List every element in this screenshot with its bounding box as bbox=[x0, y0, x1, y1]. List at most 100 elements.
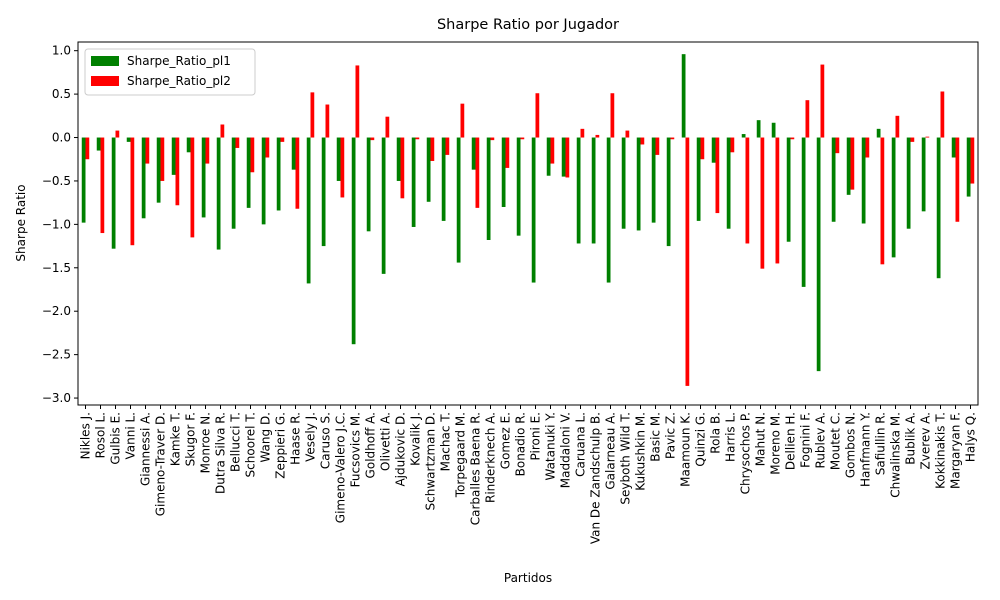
bar bbox=[520, 137, 525, 140]
x-tick-label: Dutra Silva R. bbox=[214, 412, 228, 494]
bar bbox=[790, 137, 795, 140]
bar bbox=[96, 137, 101, 151]
x-tick-label: Seyboth Wild T. bbox=[619, 412, 633, 505]
x-tick-label: Ajdukovic D. bbox=[394, 412, 408, 487]
y-tick-label: −0.5 bbox=[42, 174, 71, 188]
x-tick-label: Rola B. bbox=[709, 412, 723, 454]
bar bbox=[81, 137, 86, 223]
y-tick-label: 0.0 bbox=[52, 131, 71, 145]
bar bbox=[430, 137, 435, 161]
x-tick-label: Margaryan F. bbox=[949, 412, 963, 489]
bar bbox=[595, 134, 600, 138]
x-tick-label: Nikles J. bbox=[79, 412, 93, 459]
x-tick-label: Gulbis E. bbox=[109, 412, 123, 465]
bar bbox=[955, 137, 960, 222]
bar bbox=[546, 137, 551, 176]
x-tick-label: Rinderknech A. bbox=[484, 412, 498, 503]
bar bbox=[591, 137, 596, 244]
bar bbox=[291, 137, 296, 170]
bar bbox=[861, 137, 866, 224]
bar bbox=[351, 137, 356, 345]
bar bbox=[415, 137, 420, 140]
x-tick-label: Kovalik J. bbox=[409, 412, 423, 466]
bar bbox=[970, 137, 975, 184]
bar bbox=[235, 137, 240, 148]
bar bbox=[505, 137, 510, 168]
bar bbox=[670, 137, 675, 140]
x-tick-label: Halys Q. bbox=[964, 412, 978, 462]
bar bbox=[621, 137, 626, 229]
bar bbox=[130, 137, 135, 246]
bar bbox=[715, 137, 720, 214]
bar bbox=[456, 137, 461, 263]
bar bbox=[576, 137, 581, 244]
y-tick-label: −3.0 bbox=[42, 391, 71, 405]
plot-frame bbox=[77, 41, 979, 406]
bar bbox=[850, 137, 855, 190]
bar bbox=[741, 134, 746, 138]
x-tick-label: Giannessi A. bbox=[139, 412, 153, 486]
bar bbox=[220, 124, 225, 138]
bar bbox=[381, 137, 386, 274]
bar bbox=[550, 137, 555, 164]
x-tick-label: Maamoun K. bbox=[679, 412, 693, 487]
bar bbox=[711, 137, 716, 163]
bar bbox=[385, 116, 390, 138]
bar bbox=[205, 137, 210, 164]
bar bbox=[606, 137, 611, 283]
bar bbox=[700, 137, 705, 160]
bar bbox=[745, 137, 750, 244]
bar bbox=[501, 137, 506, 207]
y-tick-label: 0.5 bbox=[52, 87, 71, 101]
bar bbox=[250, 137, 255, 173]
bar bbox=[115, 130, 120, 138]
bar bbox=[640, 137, 645, 145]
bar bbox=[145, 137, 150, 164]
bar bbox=[936, 137, 941, 279]
bar bbox=[921, 137, 926, 212]
bar bbox=[126, 137, 131, 142]
bar bbox=[730, 137, 735, 153]
bar bbox=[171, 137, 176, 175]
bar bbox=[340, 137, 345, 198]
x-tick-label: Maddaloni V. bbox=[559, 412, 573, 488]
legend-swatch bbox=[91, 56, 119, 66]
x-tick-label: Caruana L. bbox=[574, 412, 588, 477]
bar bbox=[726, 137, 731, 229]
x-tick-label: Watanuki Y. bbox=[544, 412, 558, 481]
x-tick-label: Monroe N. bbox=[199, 412, 213, 473]
x-tick-label: Chrysochos P. bbox=[739, 412, 753, 494]
x-tick-label: Basic M. bbox=[649, 412, 663, 462]
bar bbox=[445, 137, 450, 155]
legend-swatch bbox=[91, 76, 119, 86]
x-tick-label: Gimeno-Valero J.C. bbox=[334, 412, 348, 523]
bar bbox=[820, 64, 825, 138]
bar bbox=[636, 137, 641, 231]
x-tick-label: Vesely J. bbox=[304, 412, 318, 462]
x-tick-label: Rublev A. bbox=[814, 412, 828, 468]
x-tick-label: Fognini F. bbox=[799, 412, 813, 468]
legend-label: Sharpe_Ratio_pl2 bbox=[127, 74, 231, 88]
x-tick-label: Pavic Z. bbox=[664, 412, 678, 459]
x-tick-label: Galarneau A. bbox=[604, 412, 618, 490]
bar bbox=[531, 137, 536, 283]
bar bbox=[786, 137, 791, 242]
bar bbox=[441, 137, 446, 221]
bar bbox=[280, 137, 285, 142]
bar bbox=[651, 137, 656, 223]
x-tick-label: Zeppieri G. bbox=[274, 412, 288, 479]
bar bbox=[951, 137, 956, 158]
bar bbox=[276, 137, 281, 211]
bar bbox=[805, 100, 810, 138]
bar bbox=[310, 92, 315, 138]
bar bbox=[816, 137, 821, 372]
x-tick-label: Torpegaard M. bbox=[454, 412, 468, 498]
y-tick-label: −2.0 bbox=[42, 304, 71, 318]
x-tick-label: Dellien H. bbox=[784, 412, 798, 470]
x-tick-label: Van De Zandschulp B. bbox=[589, 412, 603, 544]
chart-title: Sharpe Ratio por Jugador bbox=[437, 17, 619, 33]
x-tick-label: Zverev A. bbox=[919, 412, 933, 470]
bar bbox=[681, 54, 686, 138]
bar bbox=[561, 137, 566, 177]
